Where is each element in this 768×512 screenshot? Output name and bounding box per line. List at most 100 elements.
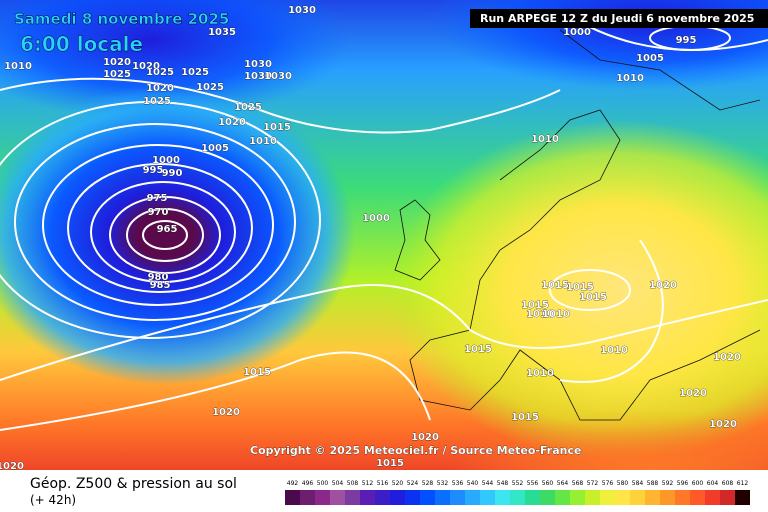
isobar-label: 1005 (636, 53, 664, 64)
isobar-label: 1015 (541, 280, 569, 291)
scale-label: 556 (527, 480, 539, 487)
isobar-label: 1020 (103, 57, 131, 68)
isobar-label: 965 (157, 224, 178, 235)
scale-cell (465, 490, 480, 505)
scale-label: 496 (302, 480, 314, 487)
scale-label: 572 (587, 480, 599, 487)
isobar-label: 1025 (181, 67, 209, 78)
isobar-label: 1015 (464, 344, 492, 355)
scale-label: 540 (467, 480, 479, 487)
scale-cell (645, 490, 660, 505)
isobar-label: 1020 (713, 352, 741, 363)
scale-label: 520 (392, 480, 404, 487)
run-box (470, 9, 768, 28)
isobar-label: 975 (147, 193, 168, 204)
isobar-label: 1010 (4, 61, 32, 72)
isobar-label: 1010 (249, 136, 277, 147)
isobar-label: 1015 (263, 122, 291, 133)
scale-label: 608 (722, 480, 734, 487)
footer-lead: (+ 42h) (30, 493, 76, 507)
scale-cell (375, 490, 390, 505)
footer-title: Géop. Z500 & pression au sol (30, 476, 237, 492)
scale-cell (390, 490, 405, 505)
isobar-label: 985 (150, 280, 171, 291)
isobar-label: 1030 (244, 71, 272, 82)
isobar-label: 1020 (679, 388, 707, 399)
scale-cell (705, 490, 720, 505)
scale-cell (330, 490, 345, 505)
scale-cell (495, 490, 510, 505)
isobar-label: 1000 (362, 213, 390, 224)
scale-label: 532 (437, 480, 449, 487)
scale-cell (345, 490, 360, 505)
isobar-label: 1025 (146, 67, 174, 78)
isobar-label: 1030 (244, 59, 272, 70)
scale-cell (600, 490, 615, 505)
isobar-label: 1030 (264, 71, 292, 82)
scale-label: 596 (677, 480, 689, 487)
scale-label: 504 (332, 480, 344, 487)
isobar-label: 1015 (243, 367, 271, 378)
scale-cell (420, 490, 435, 505)
scale-label: 612 (737, 480, 749, 487)
run-label: Run ARPEGE 12 Z du Jeudi 6 novembre 2025 (480, 12, 754, 25)
scale-label: 580 (617, 480, 629, 487)
isobar-label: 990 (162, 168, 183, 179)
isobar-label: 1025 (143, 96, 171, 107)
scale-label: 592 (662, 480, 674, 487)
scale-cell (630, 490, 645, 505)
scale-cell (540, 490, 555, 505)
scale-label: 528 (422, 480, 434, 487)
isobar-label: 1000 (152, 155, 180, 166)
scale-label: 564 (557, 480, 569, 487)
scale-cell (360, 490, 375, 505)
isobar-label: 1030 (288, 5, 316, 16)
isobar-label: 1020 (146, 83, 174, 94)
scale-cell (285, 490, 300, 505)
scale-label: 604 (707, 480, 719, 487)
scale-cell (525, 490, 540, 505)
isobar-label: 1010 (526, 309, 554, 320)
scale-cell (615, 490, 630, 505)
scale-label: 516 (377, 480, 389, 487)
isobar-label: 995 (143, 165, 164, 176)
isobar-label: 1010 (526, 368, 554, 379)
isobar-label: 1010 (600, 345, 628, 356)
isobar-label: 970 (148, 207, 169, 218)
scale-label: 560 (542, 480, 554, 487)
isobar-label: 1020 (709, 419, 737, 430)
isobar-label: 1020 (212, 407, 240, 418)
scale-cell (735, 490, 750, 505)
isobar-label: 1010 (531, 134, 559, 145)
scale-cell (315, 490, 330, 505)
scale-label: 552 (512, 480, 524, 487)
scale-label: 536 (452, 480, 464, 487)
isobar-label: 1010 (542, 309, 570, 320)
scale-label: 588 (647, 480, 659, 487)
scale-cell (405, 490, 420, 505)
scale-label: 568 (572, 480, 584, 487)
scale-cell (690, 490, 705, 505)
isobar-label: 1000 (563, 27, 591, 38)
scale-label: 512 (362, 480, 374, 487)
scale-label: 524 (407, 480, 419, 487)
isobar-label: 1020 (0, 461, 24, 472)
isobar-label: 1010 (616, 73, 644, 84)
scale-label: 508 (347, 480, 359, 487)
scale-label: 576 (602, 480, 614, 487)
scale-label: 492 (287, 480, 299, 487)
scale-cell (480, 490, 495, 505)
isobar-label: 1035 (208, 27, 236, 38)
isobar-label: 1025 (234, 102, 262, 113)
scale-cell (510, 490, 525, 505)
isobar-label: 1015 (376, 458, 404, 469)
isobar-label: 1025 (196, 82, 224, 93)
scale-cell (300, 490, 315, 505)
scale-cell (435, 490, 450, 505)
scale-cell (450, 490, 465, 505)
isobar-label: 1020 (649, 280, 677, 291)
isobar-label: 1020 (411, 432, 439, 443)
isobar-label: 980 (148, 272, 169, 283)
